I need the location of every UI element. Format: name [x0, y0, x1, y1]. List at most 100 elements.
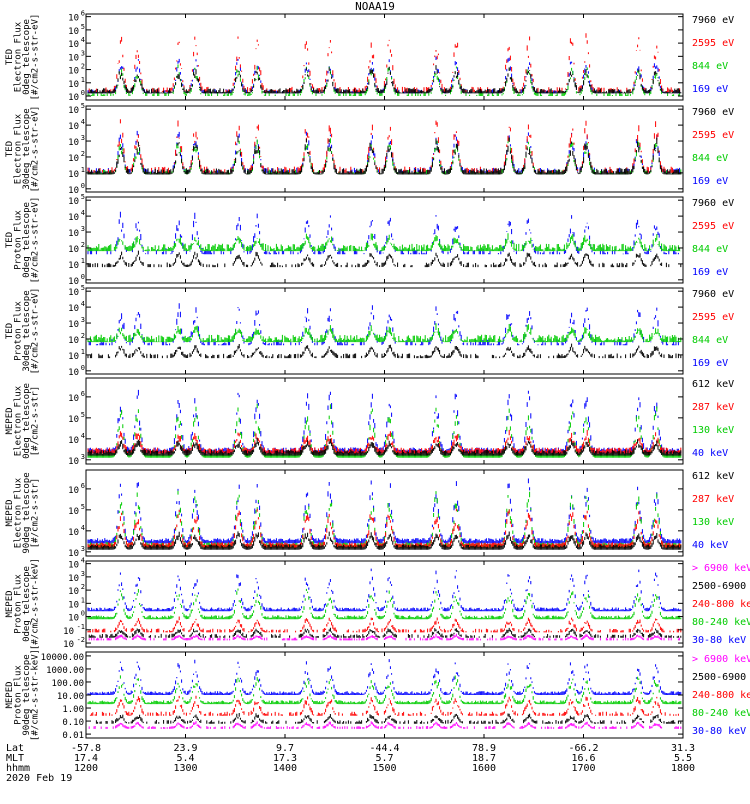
series-marks [87, 250, 682, 268]
y-tick-exponent: 3 [81, 49, 85, 57]
y-tick-label: 10 [68, 186, 79, 196]
y-tick-label: 10 [68, 336, 79, 346]
y-tick-exponent: 1 [81, 166, 85, 174]
y-tick-label: 10 [68, 67, 79, 77]
series-marks [87, 323, 682, 343]
y-tick-label: 10 [68, 53, 79, 63]
y-tick-label: 10 [68, 486, 79, 496]
y-axis-label: Electron Flux [14, 385, 24, 456]
series-7960-ev [87, 343, 682, 359]
y-tick-exponent: 5 [81, 193, 85, 201]
series-marks [87, 508, 682, 548]
series-marks [87, 478, 682, 544]
series-80-240-kev [87, 588, 682, 620]
y-tick-exponent: 5 [81, 23, 85, 31]
legend-entry: 844 eV [692, 335, 728, 346]
y-tick-label: 10 [68, 14, 79, 24]
y-tick-label: 10 [68, 154, 79, 164]
y-tick-label: 10 [68, 213, 79, 223]
y-axis-label: MEPED [5, 681, 15, 708]
x-axis-value: 5.4 [176, 753, 194, 764]
x-axis-value: 17.4 [74, 753, 98, 764]
y-tick-label: 10 [68, 277, 79, 287]
y-tick-label: 10 [68, 261, 79, 271]
y-axis-label: 0deg telescope [22, 383, 32, 459]
series-7960-ev [87, 136, 682, 175]
y-tick-label: 10 [68, 561, 79, 571]
legend-entry: 240-800 ke [692, 690, 750, 701]
legend-entry: > 6900 keV [692, 563, 750, 574]
y-tick-exponent: 3 [81, 545, 85, 553]
y-tick-label: 10 [68, 415, 79, 425]
legend-entry: 169 eV [692, 176, 728, 187]
y-tick-label: 10 [68, 352, 79, 362]
series-30-80-kev [87, 659, 682, 695]
legend-entry: 287 keV [692, 494, 734, 505]
y-tick-exponent: 6 [81, 390, 85, 398]
y-tick-label: 10 [68, 106, 79, 116]
x-axis-table: Lat -57.8 23.9 9.7 -44.4 78.9 -66.2 31.3 MLT 17.4… [6, 743, 695, 784]
y-tick-label: 1000.00 [46, 666, 84, 676]
x-axis-row-label: Lat [6, 743, 24, 754]
y-tick-exponent: -1 [77, 623, 85, 631]
y-tick-exponent: 0 [81, 610, 85, 618]
series-marks [87, 675, 682, 705]
series-7960-ev [87, 250, 682, 268]
y-tick-exponent: 5 [81, 102, 85, 110]
panel-data [87, 303, 682, 359]
y-tick-exponent: 4 [81, 118, 85, 126]
y-tick-exponent: 4 [81, 432, 85, 440]
y-tick-exponent: 2 [81, 150, 85, 158]
y-tick-label: 10 [68, 436, 79, 446]
series-612-kev [87, 437, 682, 456]
y-tick-label: 10 [68, 574, 79, 584]
series-marks [87, 136, 682, 175]
x-axis-value: 1500 [372, 763, 396, 774]
y-tick-label: 10 [68, 528, 79, 538]
y-tick-label: 10 [68, 40, 79, 50]
legend-entry: 612 keV [692, 379, 734, 390]
y-tick-label: 10 [68, 320, 79, 330]
legend-entry: 30-80 keV [692, 635, 746, 646]
series-marks [95, 713, 682, 724]
x-axis-value: 5.5 [674, 753, 692, 764]
x-axis-value: -66.2 [568, 743, 598, 754]
y-tick-label: 10 [68, 122, 79, 132]
y-axis-label: Proton Flux [14, 210, 24, 270]
y-tick-label: 10 [68, 614, 79, 624]
panel-data [87, 119, 682, 175]
legend-entry: 130 keV [692, 517, 734, 528]
x-axis-value: 1700 [571, 763, 595, 774]
y-tick-exponent: 4 [81, 557, 85, 565]
panel-data [87, 659, 682, 729]
series-marks [88, 633, 681, 641]
y-tick-label: 10 [68, 138, 79, 148]
series-287-kev [87, 429, 682, 454]
y-tick-label: 10 [68, 245, 79, 255]
x-axis-value: 18.7 [472, 753, 496, 764]
y-tick-label: 10 [68, 457, 79, 467]
y-axis-label: Proton Flux [14, 665, 24, 725]
y-tick-exponent: 1 [81, 596, 85, 604]
legend-entry: 7960 eV [692, 289, 734, 300]
x-axis-value: 1600 [472, 763, 496, 774]
series-287-kev [87, 508, 682, 548]
panel-frame [85, 196, 684, 284]
x-axis-row-label: hhmm [6, 763, 30, 774]
x-axis-value: -57.8 [71, 743, 101, 754]
legend-entry: 40 keV [692, 448, 728, 459]
x-axis-value: 1200 [74, 763, 98, 774]
y-axis-label: MEPED [5, 407, 15, 434]
series-marks [87, 64, 681, 96]
y-tick-exponent: 4 [81, 524, 85, 532]
y-tick-exponent: -2 [77, 636, 85, 644]
legend-entry: 169 eV [692, 84, 728, 95]
series-240-800-ke [87, 616, 682, 633]
